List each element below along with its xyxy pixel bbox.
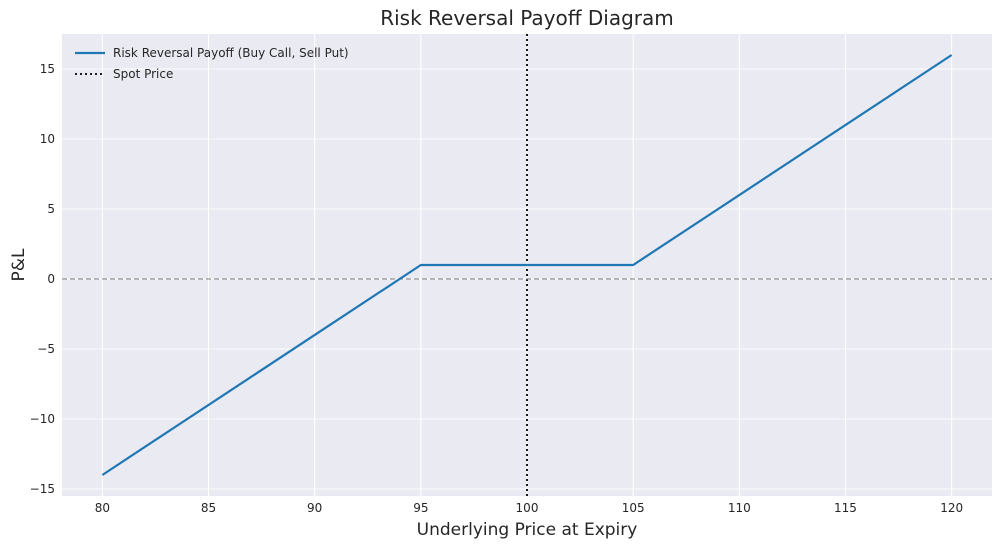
legend-label-spot: Spot Price: [113, 67, 173, 81]
series-layer: [101, 54, 953, 476]
x-tick-label: 95: [413, 501, 428, 515]
x-tick-label: 115: [834, 501, 857, 515]
x-tick-label: 110: [728, 501, 751, 515]
y-tick-label: −10: [30, 412, 55, 426]
x-tick-label: 85: [201, 501, 216, 515]
chart-title: Risk Reversal Payoff Diagram: [380, 6, 674, 30]
legend-label-payoff: Risk Reversal Payoff (Buy Call, Sell Put…: [113, 46, 349, 60]
x-tick-label: 100: [516, 501, 539, 515]
x-tick-label: 80: [95, 501, 110, 515]
x-tick-label: 120: [940, 501, 963, 515]
y-tick-label: 0: [47, 272, 55, 286]
x-axis-label: Underlying Price at Expiry: [417, 520, 638, 540]
tick-labels: 80 85 90 95 100 105 110 115 120 −15 −10 −5 0 5 10 15: [30, 62, 963, 515]
y-tick-label: 15: [40, 62, 55, 76]
y-tick-label: −15: [30, 482, 55, 496]
y-tick-label: −5: [37, 342, 55, 356]
y-tick-label: 10: [40, 132, 55, 146]
x-tick-label: 105: [622, 501, 645, 515]
legend: Risk Reversal Payoff (Buy Call, Sell Put…: [75, 46, 349, 81]
payoff-series-line: [101, 54, 953, 476]
y-axis-label: P&L: [9, 248, 29, 282]
x-tick-label: 90: [307, 501, 322, 515]
y-tick-label: 5: [47, 202, 55, 216]
